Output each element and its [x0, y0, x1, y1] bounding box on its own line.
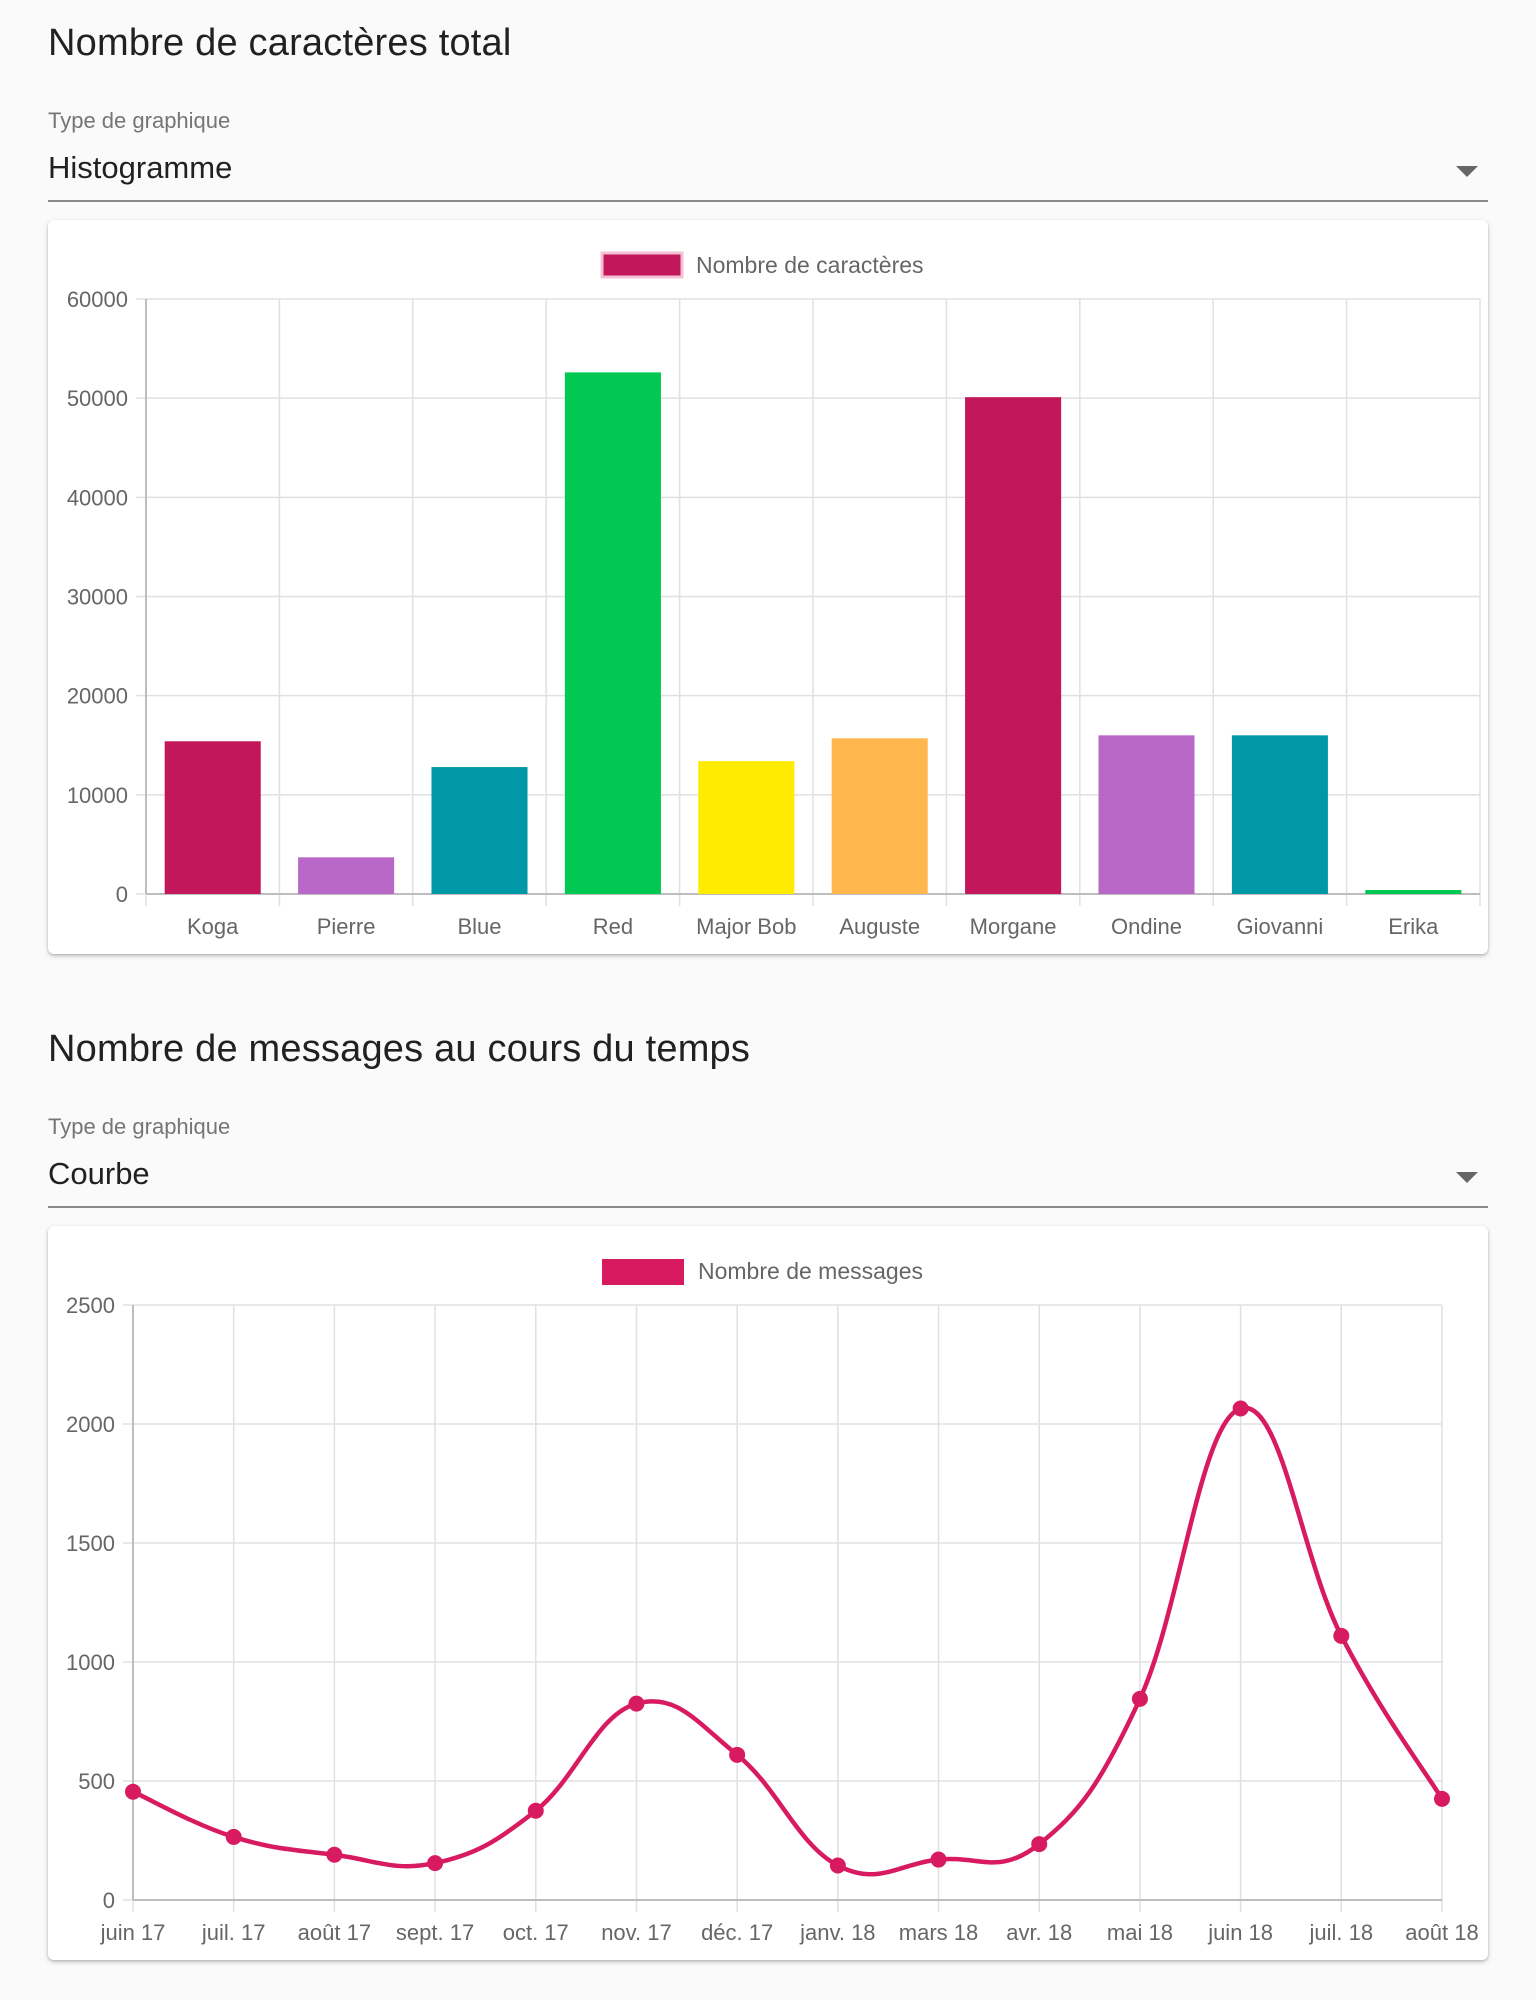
- legend-label: Nombre de messages: [698, 1258, 923, 1284]
- legend-label: Nombre de caractères: [696, 252, 924, 278]
- bar-chart-card: Nombre de caractères 0 10000 20000 30000 4000…: [48, 220, 1488, 954]
- chart-type-select[interactable]: Courbe: [48, 1150, 1488, 1208]
- legend: Nombre de caractères: [600, 251, 924, 279]
- y-tick-label: 30000: [67, 585, 128, 610]
- bar: [965, 397, 1062, 894]
- x-tick-label: juin 18: [1207, 1920, 1273, 1945]
- data-point: [930, 1851, 947, 1868]
- bar-chart: Nombre de caractères 0 10000 20000 30000 4000…: [67, 251, 1481, 939]
- x-tick-label: janv. 18: [799, 1920, 875, 1945]
- line-chart: Nombre de messages 0 500 1000 1500 2000 2500 ju…: [66, 1258, 1479, 1945]
- x-tick-label: Pierre: [317, 914, 376, 939]
- bar: [164, 741, 261, 894]
- legend-swatch: [602, 1259, 684, 1285]
- data-point: [628, 1695, 645, 1712]
- data-point: [125, 1783, 141, 1800]
- bar: [698, 761, 795, 894]
- y-tick-label: 1500: [66, 1531, 115, 1556]
- data-point: [527, 1802, 544, 1819]
- y-tick-label: 10000: [67, 783, 128, 808]
- x-tick-label: Erika: [1388, 914, 1439, 939]
- x-tick-label: avr. 18: [1006, 1920, 1072, 1945]
- x-tick-label: nov. 17: [601, 1920, 672, 1945]
- dropdown-arrow-icon[interactable]: [1456, 166, 1478, 177]
- bar: [1098, 735, 1195, 894]
- data-point: [1131, 1690, 1148, 1707]
- y-tick-label: 0: [103, 1888, 115, 1913]
- legend-swatch: [600, 251, 684, 279]
- chart-type-value: Histogramme: [48, 150, 233, 185]
- y-tick-label: 0: [116, 882, 128, 907]
- bar: [1231, 735, 1328, 894]
- y-tick-label: 40000: [67, 485, 128, 510]
- bar: [564, 372, 661, 895]
- x-tick-label: sept. 17: [396, 1920, 474, 1945]
- x-tick-label: Morgane: [970, 914, 1057, 939]
- data-point: [1031, 1836, 1048, 1853]
- data-point: [225, 1828, 242, 1845]
- y-tick-label: 20000: [67, 684, 128, 709]
- section-title: Nombre de caractères total: [48, 22, 512, 64]
- chart-type-value: Courbe: [48, 1156, 150, 1191]
- y-tick-label: 50000: [67, 386, 128, 411]
- x-tick-label: mars 18: [899, 1920, 978, 1945]
- bar: [1365, 890, 1462, 894]
- legend: Nombre de messages: [602, 1258, 923, 1285]
- x-tick-label: Giovanni: [1236, 914, 1323, 939]
- x-tick-label: juil. 17: [201, 1920, 266, 1945]
- data-point: [1333, 1627, 1350, 1644]
- y-tick-label: 2000: [66, 1412, 115, 1437]
- bar: [298, 857, 395, 894]
- bar: [831, 738, 928, 894]
- x-tick-label: Major Bob: [696, 914, 796, 939]
- data-point: [1232, 1400, 1249, 1417]
- y-tick-label: 2500: [66, 1293, 115, 1318]
- x-tick-label: août 18: [1405, 1920, 1478, 1945]
- x-tick-label: juil. 18: [1309, 1920, 1374, 1945]
- x-tick-label: mai 18: [1107, 1920, 1173, 1945]
- chart-type-label: Type de graphique: [48, 108, 231, 133]
- y-tick-label: 1000: [66, 1650, 115, 1675]
- data-point: [729, 1746, 746, 1763]
- x-tick-label: oct. 17: [503, 1920, 569, 1945]
- x-tick-label: Koga: [187, 914, 239, 939]
- bar: [431, 767, 528, 894]
- x-tick-label: Auguste: [839, 914, 920, 939]
- line-chart-card: Nombre de messages 0 500 1000 1500 2000 2500 ju…: [48, 1226, 1488, 1960]
- chart-type-label: Type de graphique: [48, 1114, 231, 1139]
- x-tick-label: juin 17: [100, 1920, 166, 1945]
- data-point: [326, 1846, 343, 1863]
- x-tick-label: Ondine: [1111, 914, 1182, 939]
- y-tick-label: 500: [78, 1769, 115, 1794]
- section-title: Nombre de messages au cours du temps: [48, 1028, 751, 1070]
- data-point: [1434, 1790, 1450, 1807]
- dropdown-arrow-icon[interactable]: [1456, 1172, 1478, 1183]
- x-tick-label: Red: [593, 914, 633, 939]
- x-tick-label: Blue: [457, 914, 501, 939]
- y-tick-label: 60000: [67, 287, 128, 312]
- x-tick-label: déc. 17: [701, 1920, 773, 1945]
- series-line: [132, 1405, 1444, 1877]
- data-point: [829, 1857, 846, 1874]
- x-tick-label: août 17: [298, 1920, 371, 1945]
- data-point: [427, 1855, 444, 1872]
- chart-type-select[interactable]: Histogramme: [48, 144, 1488, 202]
